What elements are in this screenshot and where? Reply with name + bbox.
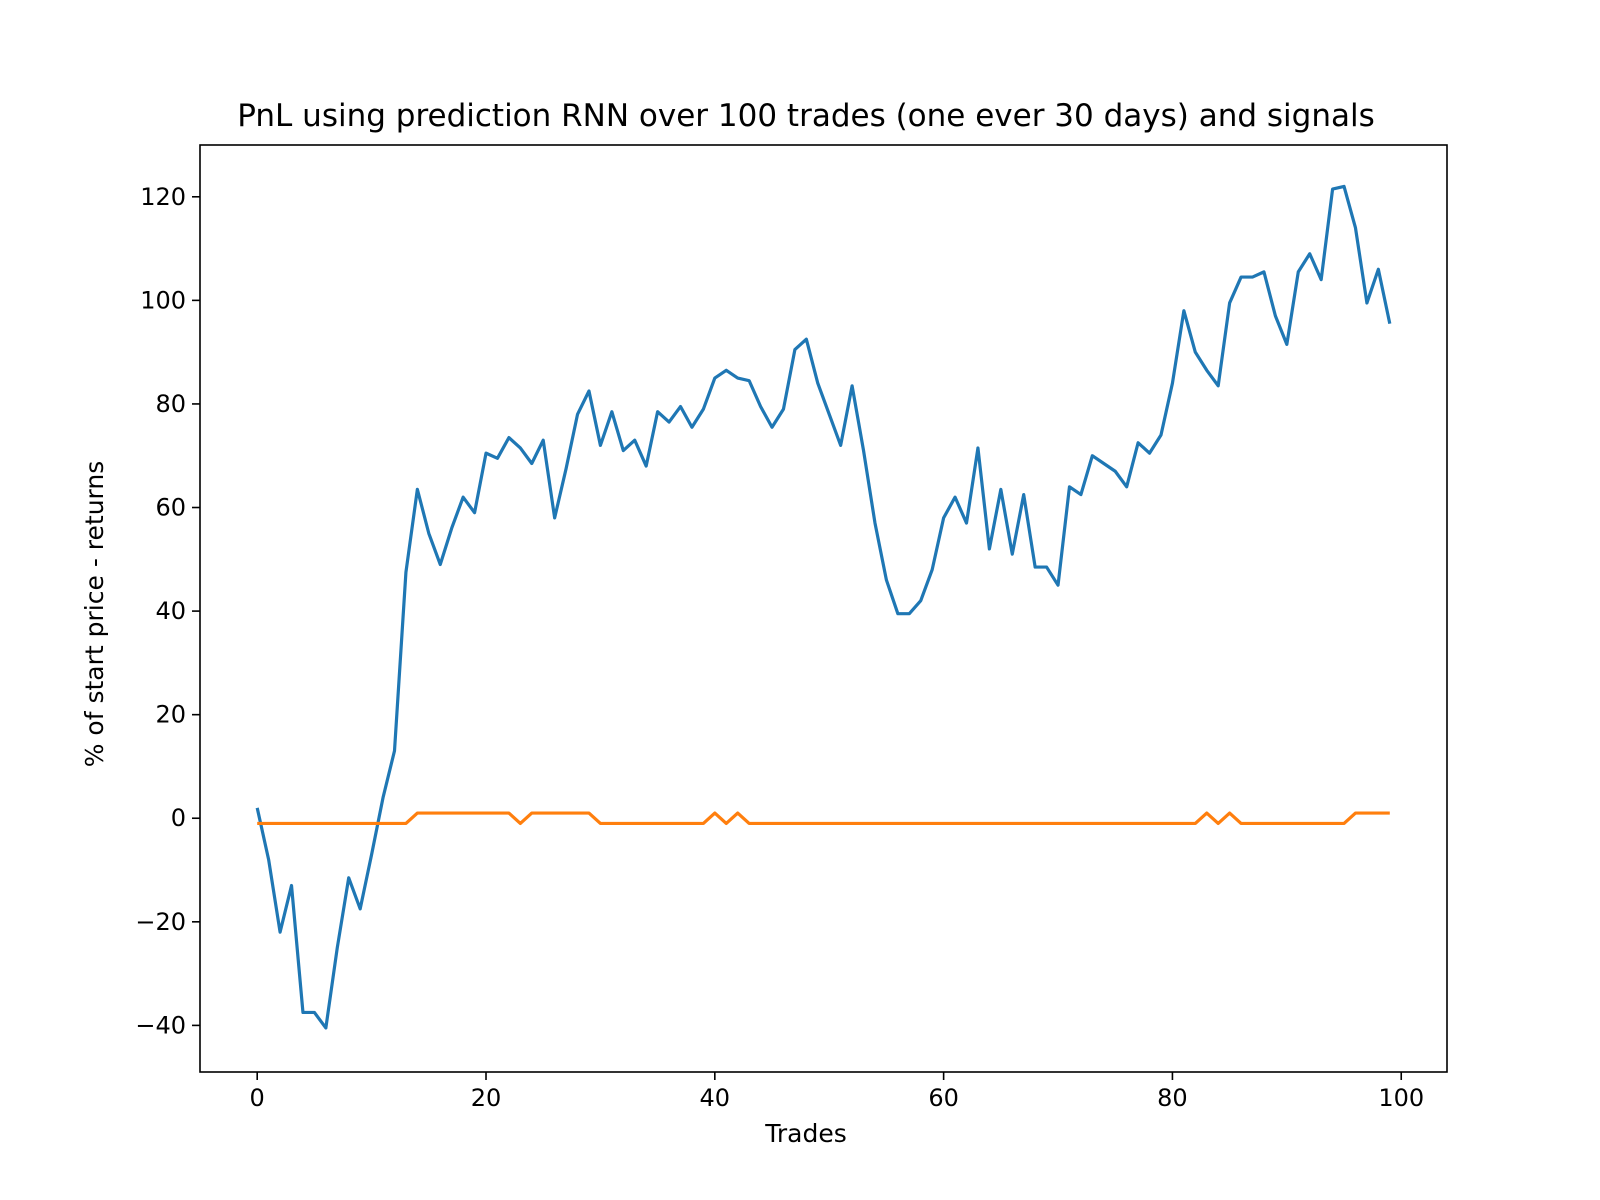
x-axis-label: Trades (764, 1119, 846, 1148)
y-tick-label: 60 (155, 494, 186, 522)
x-axis-ticks: 0 20 40 60 80 100 (250, 1072, 1424, 1112)
y-tick-label: −40 (135, 1011, 186, 1039)
x-tick-label: 80 (1157, 1084, 1188, 1112)
x-tick-label: 0 (250, 1084, 265, 1112)
plot-area (199, 144, 1448, 1073)
y-axis-label: % of start price - returns (80, 461, 109, 768)
series-line-1 (255, 184, 1392, 1030)
y-tick-label: 0 (171, 804, 186, 832)
y-tick-label: 20 (155, 701, 186, 729)
y-axis-ticks: −40 −20 0 20 40 60 80 100 120 (135, 183, 200, 1039)
y-tick-label: −20 (135, 908, 186, 936)
x-tick-label: 20 (471, 1084, 502, 1112)
x-tick-label: 60 (928, 1084, 959, 1112)
series-layer (255, 184, 1392, 1030)
y-tick-label: 80 (155, 390, 186, 418)
x-tick-label: 100 (1378, 1084, 1424, 1112)
plot-frame (199, 144, 1448, 1073)
y-tick-label: 120 (140, 183, 186, 211)
y-tick-label: 100 (140, 286, 186, 314)
series-line-2 (257, 811, 1390, 826)
x-tick-label: 40 (700, 1084, 731, 1112)
chart-title: PnL using prediction RNN over 100 trades… (237, 98, 1375, 134)
y-tick-label: 40 (155, 597, 186, 625)
